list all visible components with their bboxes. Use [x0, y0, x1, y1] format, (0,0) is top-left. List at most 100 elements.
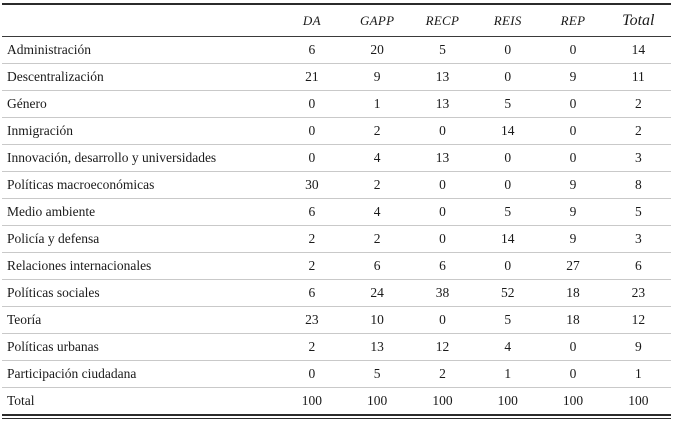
row-label: Participación ciudadana [2, 360, 280, 388]
value-cell: 14 [475, 117, 541, 145]
value-cell: 0 [279, 360, 345, 388]
value-cell: 14 [605, 36, 671, 64]
value-cell: 24 [344, 279, 410, 307]
value-cell: 13 [409, 144, 476, 172]
top-rule [2, 3, 671, 5]
table-row: Administración 6 20 5 0 0 14 [2, 36, 671, 64]
value-cell: 2 [605, 117, 671, 145]
value-cell: 0 [540, 333, 606, 361]
value-cell: 14 [475, 225, 541, 253]
value-cell: 23 [279, 306, 345, 334]
row-label: Total [7, 393, 35, 408]
value-cell: 6 [344, 252, 410, 280]
value-cell: 2 [605, 90, 671, 118]
value-cell: 1 [605, 360, 671, 388]
value-cell: 6 [279, 279, 345, 307]
row-label: Inmigración [2, 117, 280, 145]
value-cell: 9 [540, 63, 606, 91]
row-label: Descentralización [2, 63, 280, 91]
value-cell: 4 [344, 144, 410, 172]
value-cell: 0 [475, 252, 541, 280]
value-cell: 0 [540, 90, 606, 118]
value-cell: 10 [344, 306, 410, 334]
value-cell: 0 [475, 144, 541, 172]
value-cell: 0 [279, 144, 345, 172]
value-cell: 100 [367, 393, 388, 408]
table-row: Policía y defensa 2 2 0 14 9 3 [2, 225, 671, 253]
value-cell: 5 [605, 198, 671, 226]
value-cell: 13 [409, 63, 476, 91]
data-table-container: DA GAPP RECP REIS REP Total Administraci… [2, 3, 671, 419]
value-cell: 6 [605, 252, 671, 280]
value-cell: 1 [475, 360, 541, 388]
value-cell: 2 [344, 225, 410, 253]
row-label: Género [2, 90, 280, 118]
row-label: Relaciones internacionales [2, 252, 280, 280]
value-cell: 12 [409, 333, 476, 361]
value-cell: 30 [279, 171, 345, 199]
table-body: Administración 6 20 5 0 0 14 Descentralización 2… [2, 36, 671, 415]
table-row: Políticas macroeconómicas 30 2 0 0 9 8 [2, 171, 671, 199]
row-label: Medio ambiente [2, 198, 280, 226]
value-cell: 13 [409, 90, 476, 118]
value-cell: 100 [432, 393, 453, 408]
value-cell: 5 [475, 306, 541, 334]
value-cell: 2 [344, 117, 410, 145]
value-cell: 0 [279, 117, 345, 145]
table-row: Género 0 1 13 5 0 2 [2, 90, 671, 118]
value-cell: 23 [605, 279, 671, 307]
table-header: DA GAPP RECP REIS REP Total [2, 5, 671, 37]
value-cell: 6 [279, 36, 345, 64]
value-cell: 5 [344, 360, 410, 388]
value-cell: 100 [497, 393, 518, 408]
table-row: Innovación, desarrollo y universidades 0 4… [2, 144, 671, 172]
table-row: Políticas sociales 6 24 38 52 18 23 [2, 279, 671, 307]
table-row: Medio ambiente 6 4 0 5 9 5 [2, 198, 671, 226]
value-cell: 1 [344, 90, 410, 118]
header-col-da: DA [279, 5, 345, 37]
header-col-total: Total [605, 5, 671, 37]
value-cell: 100 [628, 393, 649, 408]
value-cell: 3 [605, 144, 671, 172]
value-cell: 5 [409, 36, 476, 64]
value-cell: 2 [279, 252, 345, 280]
value-cell: 2 [279, 225, 345, 253]
value-cell: 0 [409, 306, 476, 334]
row-label: Políticas urbanas [2, 333, 280, 361]
header-col-rep: REP [540, 5, 606, 37]
value-cell: 11 [605, 63, 671, 91]
value-cell: 0 [409, 198, 476, 226]
total-row: Total 100 100 100 100 100 100 [2, 388, 671, 415]
value-cell: 13 [344, 333, 410, 361]
table-row: Relaciones internacionales 2 6 6 0 27 6 [2, 252, 671, 280]
value-cell: 5 [475, 90, 541, 118]
value-cell: 0 [475, 171, 541, 199]
table-row: Participación ciudadana 0 5 2 1 0 1 [2, 360, 671, 388]
value-cell: 0 [540, 36, 606, 64]
value-cell: 21 [279, 63, 345, 91]
value-cell: 0 [279, 90, 345, 118]
value-cell: 3 [605, 225, 671, 253]
value-cell: 9 [540, 171, 606, 199]
table-row: Teoría 23 10 0 5 18 12 [2, 306, 671, 334]
value-cell: 0 [540, 144, 606, 172]
value-cell: 0 [409, 117, 476, 145]
value-cell: 0 [409, 171, 476, 199]
value-cell: 100 [562, 393, 584, 408]
value-cell: 52 [475, 279, 541, 307]
row-label: Administración [2, 36, 280, 64]
value-cell: 0 [475, 36, 541, 64]
value-cell: 2 [279, 333, 345, 361]
value-cell: 4 [344, 198, 410, 226]
value-cell: 0 [540, 360, 606, 388]
row-label: Teoría [2, 306, 280, 334]
value-cell: 9 [605, 333, 671, 361]
header-row: DA GAPP RECP REIS REP Total [2, 5, 671, 37]
value-cell: 20 [344, 36, 410, 64]
value-cell: 6 [409, 252, 476, 280]
value-cell: 9 [540, 198, 606, 226]
value-cell: 9 [540, 225, 606, 253]
bottom-rule-thick [2, 414, 671, 416]
value-cell: 5 [475, 198, 541, 226]
value-cell: 27 [540, 252, 606, 280]
